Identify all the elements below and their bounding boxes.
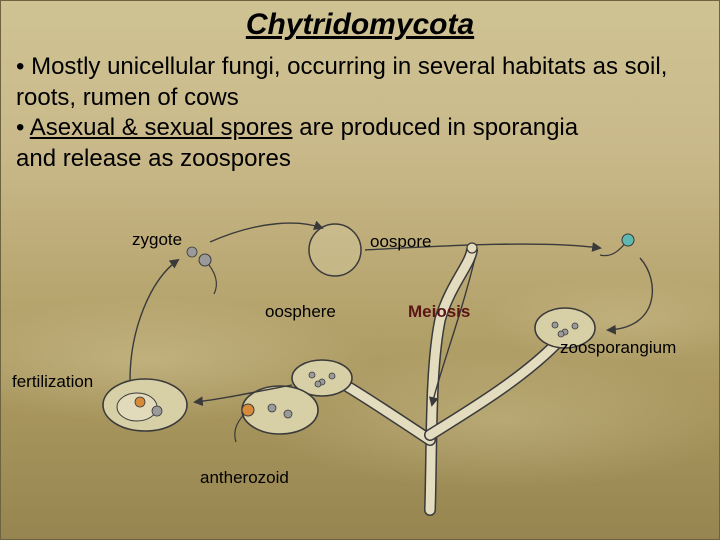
- bullet-2-underlined: Asexual & sexual spores: [30, 114, 293, 141]
- bullet-3-b: zoospores: [180, 145, 291, 172]
- bullet-2-term: sporangia: [473, 114, 578, 141]
- life-cycle-diagram: zygote oospore oosphere Meiosis zoospora…: [0, 210, 720, 540]
- label-antherozoid: antherozoid: [200, 468, 289, 488]
- bullet-3: and release as zoospores: [16, 144, 704, 175]
- label-oosphere: oosphere: [265, 302, 336, 322]
- label-zoosporangium: zoosporangium: [560, 338, 676, 358]
- bullet-3-a: and release as: [16, 145, 180, 172]
- bullet-1: • Mostly unicellular fungi, occurring in…: [16, 52, 704, 113]
- label-meiosis: Meiosis: [408, 302, 470, 322]
- label-zygote: zygote: [132, 230, 182, 250]
- bullet-list: • Mostly unicellular fungi, occurring in…: [0, 42, 720, 175]
- label-fertilization: fertilization: [12, 372, 93, 392]
- page-title: Chytridomycota: [0, 0, 720, 42]
- bullet-2: • Asexual & sexual spores are produced i…: [16, 113, 704, 144]
- diagram-svg: [0, 210, 720, 540]
- label-oospore: oospore: [370, 232, 431, 252]
- slide-content: Chytridomycota • Mostly unicellular fung…: [0, 0, 720, 175]
- bullet-2-mid: are produced in: [293, 114, 473, 141]
- bullet-2-prefix: •: [16, 114, 30, 141]
